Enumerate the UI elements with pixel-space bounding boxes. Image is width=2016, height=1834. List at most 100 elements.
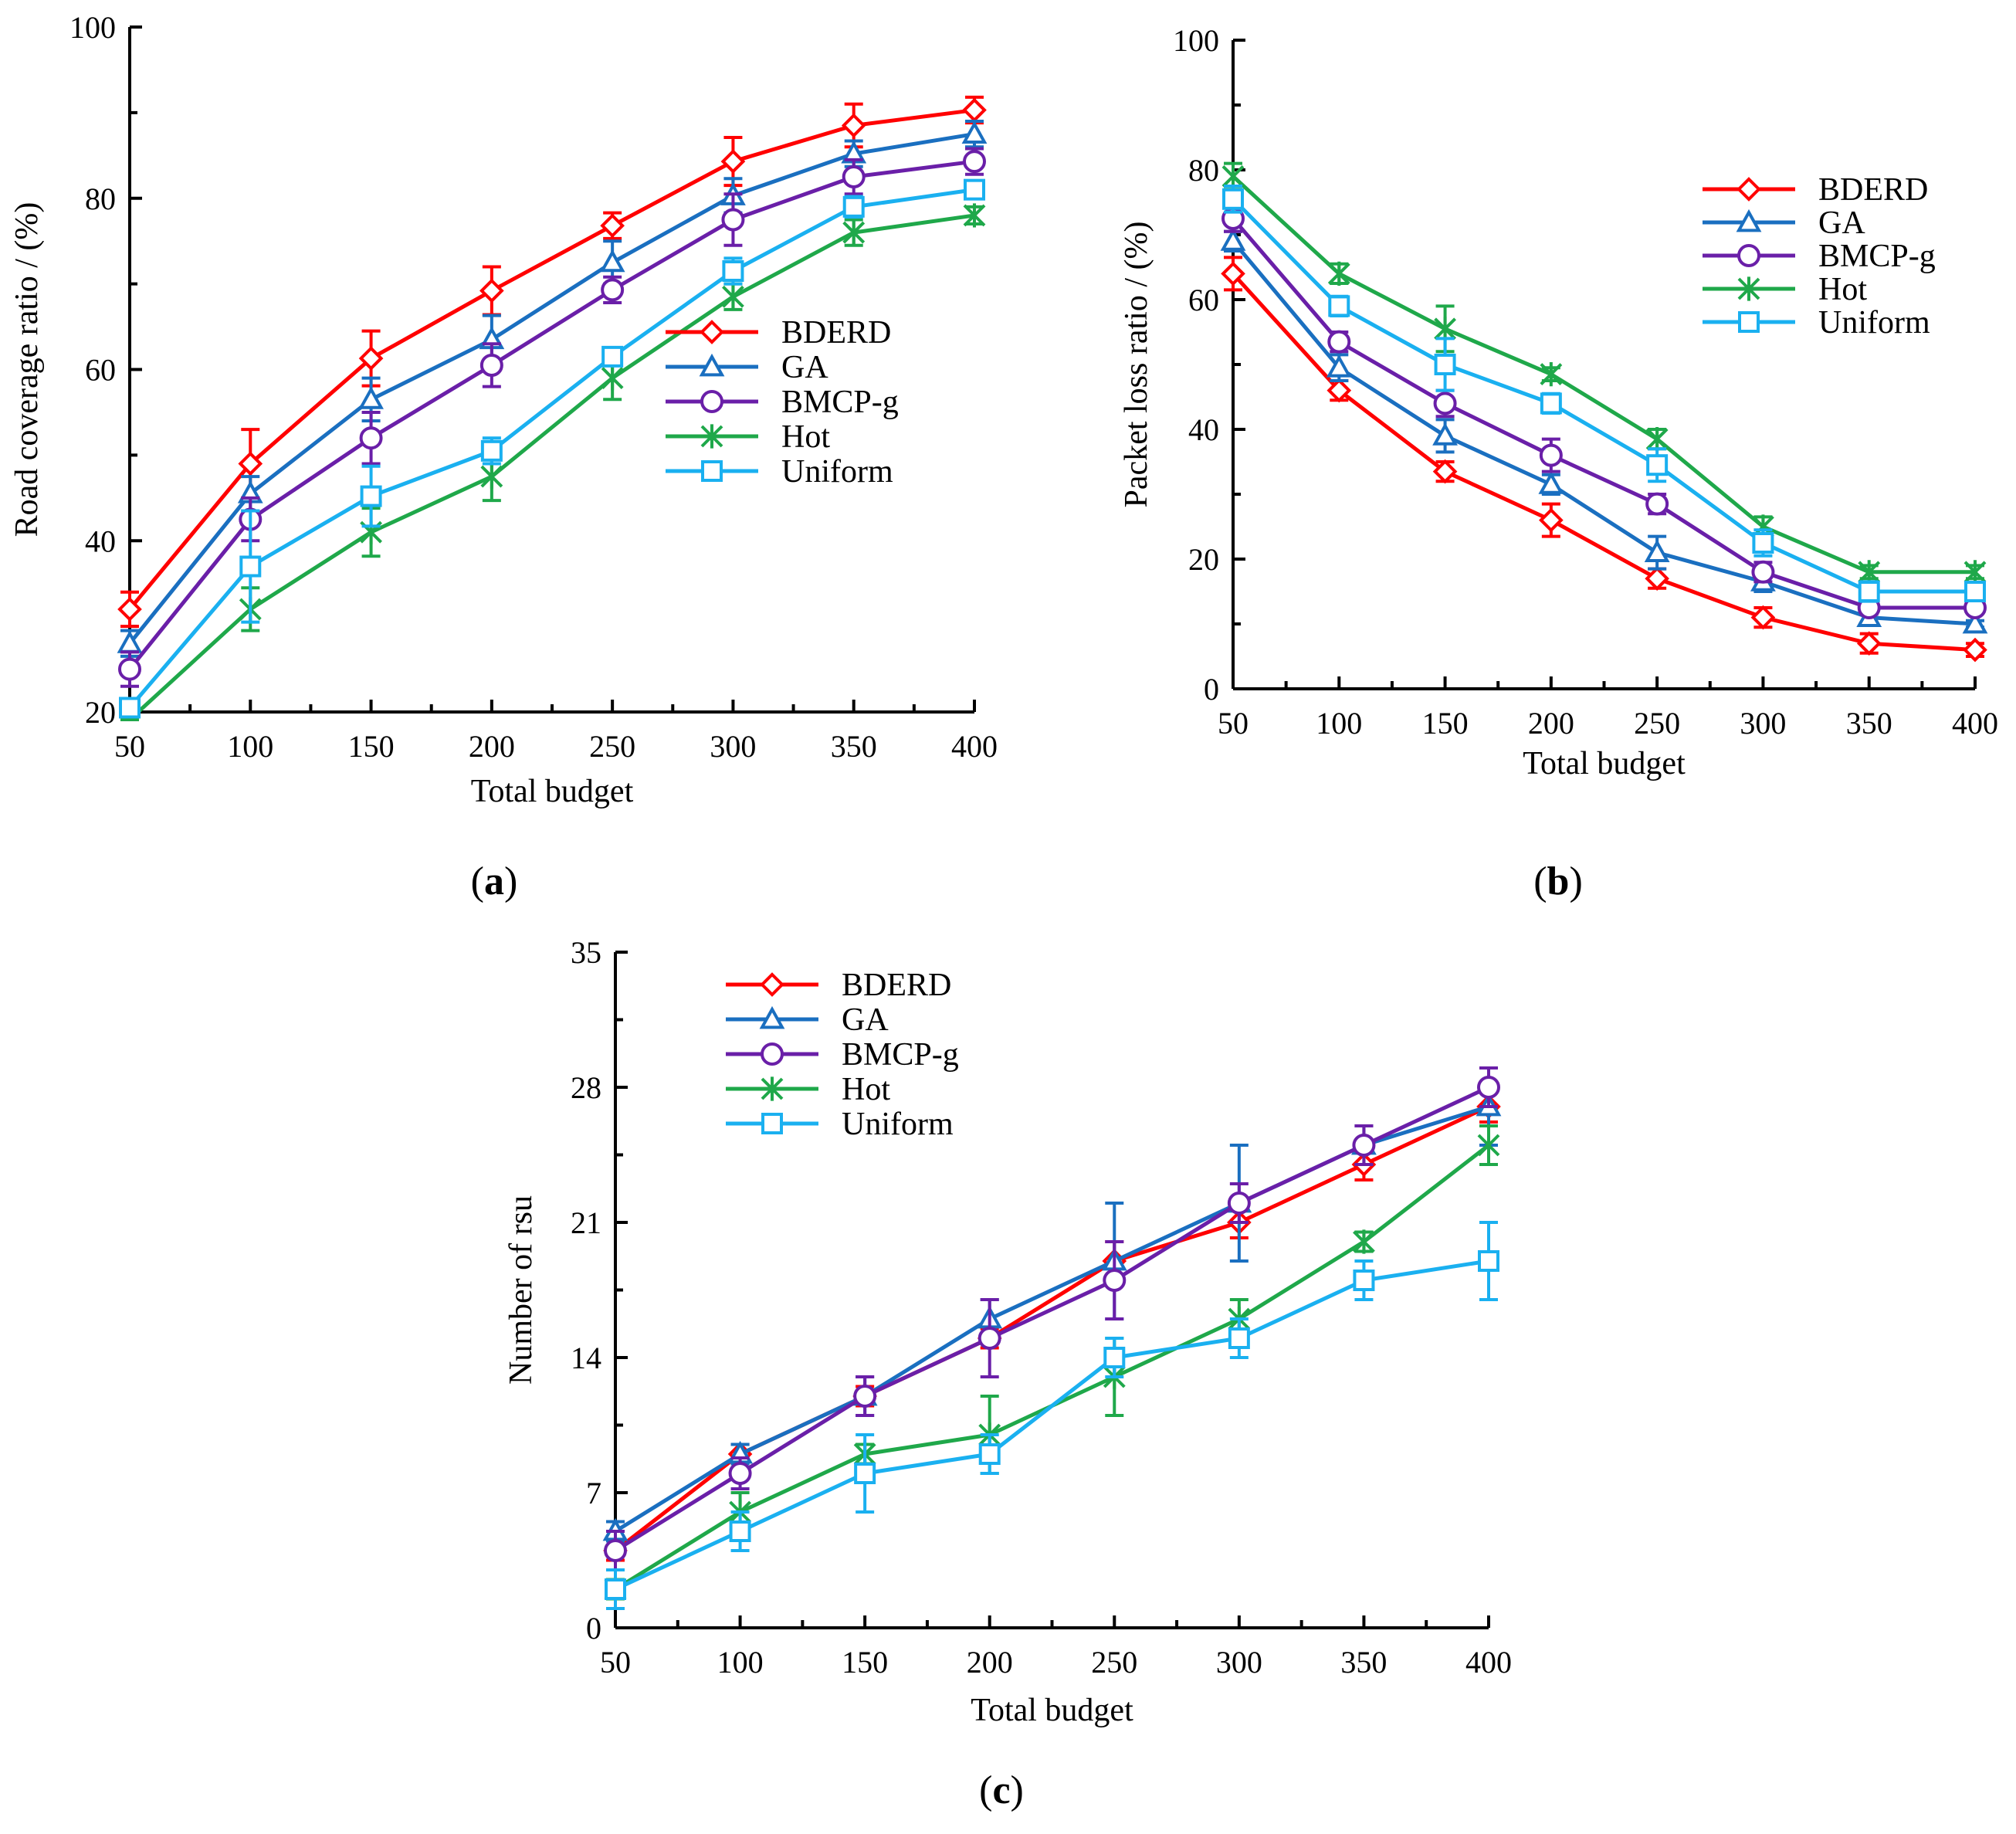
legend-label: BMCP-g [781, 385, 899, 420]
series-uniform [119, 178, 985, 719]
data-point [1540, 392, 1562, 415]
legend-marker [1736, 177, 1761, 202]
data-point [1477, 1076, 1500, 1099]
data-point [479, 278, 504, 303]
series-line [1232, 239, 1976, 626]
data-point [118, 657, 141, 681]
data-point [1432, 459, 1458, 484]
x-axis-title: Total budget [971, 1693, 1133, 1728]
y-tick-label: 40 [1188, 412, 1219, 447]
y-tick-label: 100 [69, 10, 116, 45]
panel-label: (a) [471, 859, 518, 903]
legend-label: BDERD [1818, 172, 1928, 208]
data-point [1103, 1269, 1127, 1292]
legend-marker [699, 353, 725, 377]
legend-marker [1737, 244, 1760, 267]
legend-marker [700, 320, 724, 344]
data-point [601, 345, 624, 368]
x-tick-label: 250 [1091, 1645, 1137, 1680]
series-line [128, 213, 975, 721]
data-point [604, 1539, 627, 1562]
data-point [961, 120, 988, 144]
data-point [962, 97, 987, 123]
x-tick-label: 150 [1422, 706, 1469, 741]
series-line [614, 1085, 1490, 1553]
series-line [614, 1104, 1490, 1552]
y-tick-label: 0 [1204, 672, 1219, 707]
data-point [1962, 610, 1988, 634]
data-point [1644, 539, 1670, 562]
series-line [1232, 175, 1975, 575]
series-line [128, 132, 975, 645]
data-point [729, 1520, 751, 1542]
data-point [722, 259, 744, 282]
legend-label: BDERD [842, 968, 951, 1003]
x-tick-label: 300 [1216, 1645, 1262, 1680]
x-tick-label: 400 [951, 729, 998, 764]
series-hot [1221, 161, 1987, 585]
data-point [1221, 164, 1245, 188]
legend-label: Uniform [1818, 305, 1930, 341]
data-point [1751, 560, 1775, 584]
data-point [722, 284, 744, 309]
legend-label: Hot [842, 1072, 890, 1107]
data-point [359, 426, 383, 450]
y-tick-label: 100 [1173, 23, 1219, 58]
data-point [1645, 492, 1669, 516]
series-ga [1220, 228, 1988, 634]
legend-marker [701, 460, 723, 482]
chart-panel-c: 0 7 14 21 28 35 50 100 150 200 250 300 350 400 Total b… [503, 935, 1512, 1812]
data-point [239, 555, 262, 578]
series-line [614, 1259, 1489, 1592]
legend-marker [759, 1005, 785, 1029]
series-line [1232, 217, 1975, 610]
y-tick-label: 80 [1188, 153, 1219, 188]
data-point [978, 1327, 1001, 1350]
data-point [117, 597, 142, 622]
data-point [1327, 330, 1351, 354]
data-point [480, 439, 503, 462]
data-point [1434, 317, 1456, 341]
data-point [601, 365, 624, 391]
legend-label: GA [1818, 205, 1865, 241]
data-point [853, 1385, 877, 1408]
data-point [963, 150, 986, 174]
x-tick-label: 50 [600, 1645, 631, 1680]
data-point [360, 485, 382, 507]
data-point [1963, 637, 1987, 663]
legend-label: GA [781, 350, 828, 385]
data-point [1433, 392, 1457, 415]
series-line [128, 108, 975, 611]
data-point [358, 386, 384, 409]
legend-label: GA [842, 1002, 889, 1038]
legend-marker [760, 972, 784, 997]
data-point [1750, 605, 1776, 630]
chart-panel-a: 20 40 60 80 100 50 100 150 200 250 300 350 400 Total … [9, 10, 998, 903]
x-tick-label: 50 [114, 729, 145, 764]
data-point [964, 178, 985, 201]
y-tick-label: 14 [571, 1341, 601, 1375]
x-tick-label: 250 [1634, 706, 1680, 741]
data-point [1222, 188, 1244, 210]
y-tick-label: 0 [586, 1611, 601, 1646]
data-point [1477, 1133, 1500, 1158]
data-point [605, 1578, 626, 1600]
y-tick-label: 60 [85, 353, 116, 388]
data-point [842, 165, 866, 189]
data-point [479, 353, 503, 377]
series-line [1232, 198, 1975, 594]
x-tick-label: 150 [842, 1645, 888, 1680]
legend-marker [700, 390, 723, 413]
x-tick-label: 250 [589, 729, 635, 764]
data-point [1538, 471, 1564, 494]
data-point [1752, 532, 1774, 554]
x-tick-label: 400 [1465, 1645, 1512, 1680]
y-tick-label: 40 [85, 524, 116, 558]
series-uniform [1222, 185, 1986, 603]
x-axis-title: Total budget [1523, 746, 1686, 781]
data-point [1227, 1192, 1251, 1215]
series-line [1232, 272, 1976, 653]
